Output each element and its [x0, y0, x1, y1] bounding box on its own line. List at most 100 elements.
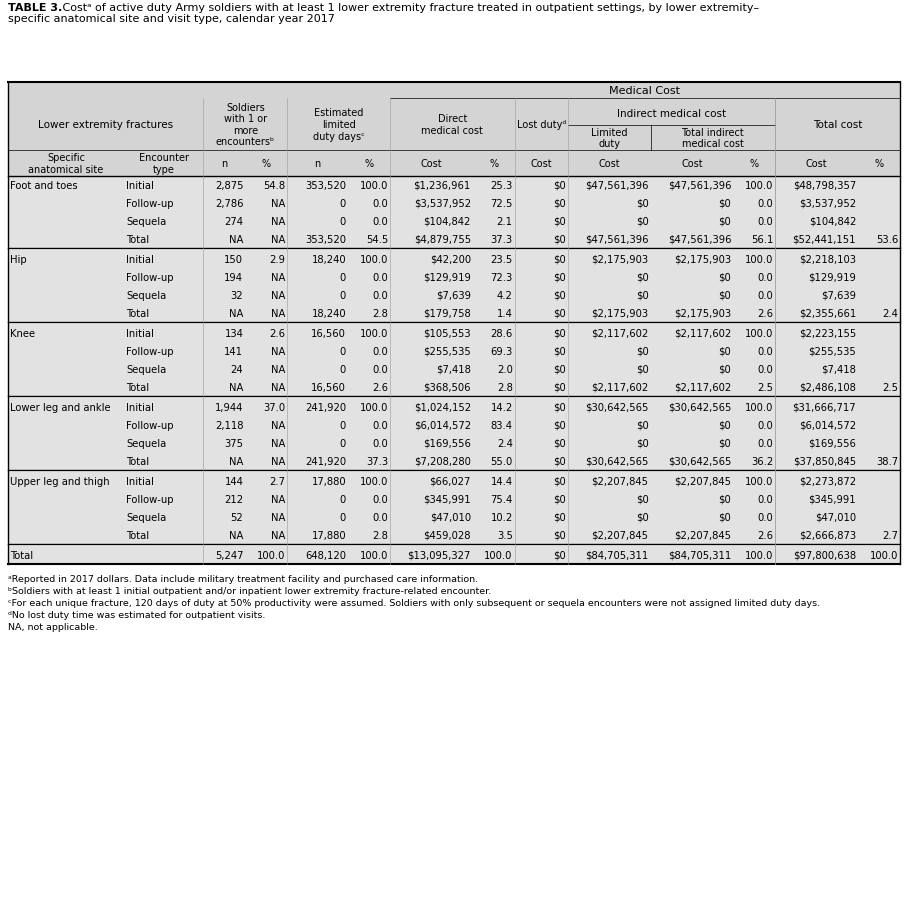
- Text: Total: Total: [126, 235, 149, 244]
- Text: Lower leg and ankle: Lower leg and ankle: [10, 402, 111, 412]
- Text: 0: 0: [340, 216, 346, 226]
- Text: Total: Total: [126, 382, 149, 392]
- Text: $179,758: $179,758: [423, 308, 471, 318]
- Text: 38.7: 38.7: [876, 456, 898, 466]
- Text: $0: $0: [553, 328, 565, 338]
- Text: $7,639: $7,639: [436, 290, 471, 300]
- Text: $0: $0: [718, 420, 731, 430]
- Text: 100.0: 100.0: [870, 550, 898, 560]
- Text: 52: 52: [231, 512, 244, 522]
- Text: $47,010: $47,010: [429, 512, 471, 522]
- Text: Soldiers
with 1 or
more
encountersᵇ: Soldiers with 1 or more encountersᵇ: [216, 103, 275, 147]
- Text: 83.4: 83.4: [491, 420, 513, 430]
- Text: $0: $0: [553, 198, 565, 208]
- Text: Cost: Cost: [805, 159, 827, 169]
- Text: NA: NA: [271, 364, 285, 374]
- Text: Follow-up: Follow-up: [126, 198, 173, 208]
- Text: 144: 144: [225, 476, 244, 486]
- Bar: [8, 287, 900, 305]
- Text: $7,418: $7,418: [436, 364, 471, 374]
- Text: $0: $0: [636, 346, 649, 356]
- Bar: [8, 269, 900, 287]
- Text: 2,118: 2,118: [215, 420, 244, 430]
- Text: ᶜFor each unique fracture, 120 days of duty at 50% productivity were assumed. So: ᶜFor each unique fracture, 120 days of d…: [8, 598, 820, 607]
- Text: Medical Cost: Medical Cost: [610, 86, 680, 96]
- Text: 14.2: 14.2: [490, 402, 513, 412]
- Text: $2,117,602: $2,117,602: [592, 328, 649, 338]
- Text: $0: $0: [553, 272, 565, 282]
- Text: $97,800,638: $97,800,638: [793, 550, 856, 560]
- Bar: [8, 305, 900, 323]
- Text: NA: NA: [271, 456, 285, 466]
- Text: $0: $0: [636, 272, 649, 282]
- Text: 32: 32: [231, 290, 244, 300]
- Bar: [8, 231, 900, 249]
- Text: $129,919: $129,919: [423, 272, 471, 282]
- Text: $345,991: $345,991: [808, 494, 856, 504]
- Text: 53.6: 53.6: [876, 235, 898, 244]
- Text: $31,666,717: $31,666,717: [793, 402, 856, 412]
- Text: Total: Total: [126, 530, 149, 540]
- Text: ᵃReported in 2017 dollars. Data include military treatment facility and purchase: ᵃReported in 2017 dollars. Data include …: [8, 575, 478, 584]
- Text: 100.0: 100.0: [745, 254, 773, 264]
- Text: 36.2: 36.2: [751, 456, 773, 466]
- Text: Sequela: Sequela: [126, 290, 166, 300]
- Text: NA: NA: [271, 438, 285, 448]
- Text: Sequela: Sequela: [126, 364, 166, 374]
- Text: 2.8: 2.8: [372, 308, 388, 318]
- Text: %: %: [262, 159, 271, 169]
- Text: 2.8: 2.8: [496, 382, 513, 392]
- Text: 28.6: 28.6: [490, 328, 513, 338]
- Text: $2,175,903: $2,175,903: [674, 254, 731, 264]
- Bar: [8, 195, 900, 213]
- Text: $368,506: $368,506: [423, 382, 471, 392]
- Text: $105,553: $105,553: [423, 328, 471, 338]
- Bar: [8, 509, 900, 527]
- Text: 2.9: 2.9: [269, 254, 285, 264]
- Text: $0: $0: [553, 530, 565, 540]
- Text: 2,875: 2,875: [215, 180, 244, 191]
- Text: NA, not applicable.: NA, not applicable.: [8, 622, 98, 631]
- Text: 0: 0: [340, 494, 346, 504]
- Text: $66,027: $66,027: [429, 476, 471, 486]
- Text: 2.5: 2.5: [882, 382, 898, 392]
- Text: NA: NA: [271, 346, 285, 356]
- Text: 1,944: 1,944: [215, 402, 244, 412]
- Text: 25.3: 25.3: [490, 180, 513, 191]
- Text: $0: $0: [718, 290, 731, 300]
- Text: 17,880: 17,880: [312, 476, 346, 486]
- Text: 0: 0: [340, 420, 346, 430]
- Text: NA: NA: [271, 382, 285, 392]
- Text: Cost: Cost: [598, 159, 620, 169]
- Text: 75.4: 75.4: [490, 494, 513, 504]
- Text: 0.0: 0.0: [372, 364, 388, 374]
- Text: $129,919: $129,919: [808, 272, 856, 282]
- Text: $0: $0: [553, 346, 565, 356]
- Text: 100.0: 100.0: [360, 254, 388, 264]
- Text: 0.0: 0.0: [757, 494, 773, 504]
- Text: Total: Total: [10, 550, 34, 560]
- Text: $345,991: $345,991: [423, 494, 471, 504]
- Text: 2.4: 2.4: [496, 438, 513, 448]
- Text: Total: Total: [126, 308, 149, 318]
- Text: 100.0: 100.0: [745, 328, 773, 338]
- Text: 2.6: 2.6: [269, 328, 285, 338]
- Text: $0: $0: [636, 438, 649, 448]
- Text: $48,798,357: $48,798,357: [793, 180, 856, 191]
- Text: 241,920: 241,920: [305, 456, 346, 466]
- Text: 100.0: 100.0: [360, 476, 388, 486]
- Text: 100.0: 100.0: [360, 180, 388, 191]
- Text: Costᵃ of active duty Army soldiers with at least 1 lower extremity fracture trea: Costᵃ of active duty Army soldiers with …: [59, 3, 759, 13]
- Text: $2,207,845: $2,207,845: [674, 476, 731, 486]
- Text: $0: $0: [553, 550, 565, 560]
- Text: n: n: [221, 159, 227, 169]
- Text: $0: $0: [553, 476, 565, 486]
- Text: $30,642,565: $30,642,565: [668, 456, 731, 466]
- Text: $0: $0: [553, 402, 565, 412]
- Text: $1,024,152: $1,024,152: [414, 402, 471, 412]
- Text: Knee: Knee: [10, 328, 35, 338]
- Text: 0.0: 0.0: [372, 198, 388, 208]
- Text: NA: NA: [271, 420, 285, 430]
- Text: 2,786: 2,786: [215, 198, 244, 208]
- Text: 241,920: 241,920: [305, 402, 346, 412]
